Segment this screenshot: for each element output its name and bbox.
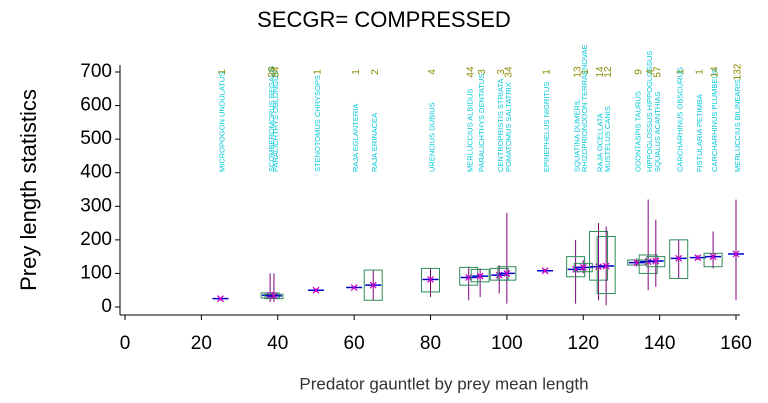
box	[638, 254, 658, 274]
group-count: 57	[652, 66, 663, 78]
group-count: 1	[694, 69, 705, 75]
group-count: 1	[542, 69, 553, 75]
box	[703, 252, 723, 268]
y-tick-label: 100	[80, 262, 112, 283]
group-count: 132	[733, 63, 744, 80]
group-count: 34	[504, 66, 515, 78]
group-label: RHIZOPRIONODON TERRAENOVAE	[580, 44, 589, 172]
group-label: MICROPOGON UNDULATUS	[217, 72, 226, 172]
box	[596, 236, 616, 295]
box	[646, 256, 666, 268]
group-label: RAJA ERINACEA	[370, 113, 379, 172]
y-tick-label: 700	[80, 61, 112, 82]
x-tick-label: 60	[344, 333, 365, 354]
group-label: PARALICHTHYS DENTATUS	[477, 74, 486, 172]
group-count: 34	[271, 66, 282, 78]
box	[497, 266, 517, 281]
x-tick-label: 0	[120, 333, 131, 354]
mean-marker	[350, 284, 358, 291]
x-tick-label: 160	[720, 333, 752, 354]
box	[264, 293, 284, 300]
mean-marker	[694, 254, 702, 262]
x-tick-label: 120	[567, 333, 599, 354]
group-label: ODONTASPIS TAURUS	[634, 91, 643, 172]
box	[421, 267, 440, 293]
group-label: PARALICHTHYS OBLONGUS	[271, 70, 280, 172]
group-label: CENTROPRISTIS STRIATA	[496, 79, 505, 172]
chart-title: SECGR= COMPRESSED	[257, 7, 511, 32]
mean-marker	[312, 286, 320, 294]
box	[363, 269, 383, 301]
mean-marker	[503, 269, 511, 277]
y-tick-label: 300	[80, 195, 112, 216]
group-label: MERLUCCIUS ALBIDUS	[466, 89, 475, 172]
group-label: STENOTOMUS CHRYSOPS	[313, 75, 322, 172]
group-label: RAJA OCELLATA	[596, 113, 605, 172]
y-tick-label: 600	[80, 95, 112, 116]
box	[627, 259, 647, 266]
group-count: 1	[217, 69, 228, 75]
y-tick-label: 400	[80, 162, 112, 183]
x-tick-label: 140	[644, 333, 676, 354]
group-label: CARCHARHINUS PLUMBEUS	[710, 68, 719, 172]
mean-marker	[602, 262, 610, 270]
group-count: 3	[496, 69, 507, 75]
group-count: 1	[351, 69, 362, 75]
y-tick-label: 0	[101, 296, 112, 317]
y-tick-label: 200	[80, 229, 112, 250]
group-count: 4	[427, 69, 438, 75]
mean-marker	[541, 267, 549, 275]
box	[589, 230, 609, 281]
x-tick-label: 80	[420, 333, 441, 354]
group-label: MERLUCCIUS BILINEARIS	[733, 79, 742, 172]
group-count: 14	[595, 66, 606, 78]
x-tick-label: 100	[491, 333, 523, 354]
group-label: EPINEPHELUS NIGRITUS	[542, 82, 551, 172]
group-label: RAJA EGLANTERIA	[351, 104, 360, 172]
mean-marker	[427, 276, 434, 283]
box	[470, 268, 490, 283]
group-label: MUSTELUS CANIS	[603, 106, 612, 172]
mean-marker	[369, 281, 377, 289]
x-axis-label: Predator gauntlet by prey mean length	[299, 374, 588, 393]
group-label: POMATOMUS SALTATRIX	[504, 82, 513, 172]
mean-marker	[579, 263, 587, 271]
group-count: 13	[572, 66, 583, 78]
y-axis-label: Prey length statistics	[16, 89, 41, 291]
box	[669, 239, 689, 279]
group-label: URENCIUS DUBIUS	[427, 102, 436, 172]
group-count: 14	[710, 66, 721, 78]
group-count: 1	[675, 69, 686, 75]
x-tick-label: 20	[191, 333, 212, 354]
mean-marker	[217, 295, 224, 303]
group-count: 1	[313, 69, 324, 75]
mean-marker	[476, 272, 484, 280]
group-count: 28	[267, 66, 278, 78]
group-label: SCOMBEROMORUS REGALIS	[267, 66, 276, 172]
group-count: 4	[645, 69, 656, 75]
group-count: 3	[477, 69, 488, 75]
group-label: CARCHARHINUS OBSCURUS	[676, 67, 685, 172]
mean-marker	[732, 250, 740, 258]
group-label: FISTULARIA PETIMBA	[695, 94, 704, 172]
group-count: 9	[633, 69, 644, 75]
box	[573, 262, 593, 273]
y-tick-label: 500	[80, 128, 112, 149]
group-count: 12	[603, 66, 614, 78]
mean-marker	[675, 254, 683, 262]
group-label: SQUALUS ACANTHIAS	[653, 92, 662, 172]
group-label: SQUATINA DUMERIL	[573, 99, 582, 172]
mean-marker	[270, 292, 278, 300]
mean-marker	[709, 253, 717, 261]
mean-marker	[652, 257, 660, 265]
x-tick-label: 40	[267, 333, 288, 354]
group-count: 2	[370, 69, 381, 75]
group-count: 44	[465, 66, 476, 78]
group-label: HIPPOGLOSSUS HIPPOGLOSSUS	[645, 51, 654, 172]
group-count: 1	[580, 69, 591, 75]
